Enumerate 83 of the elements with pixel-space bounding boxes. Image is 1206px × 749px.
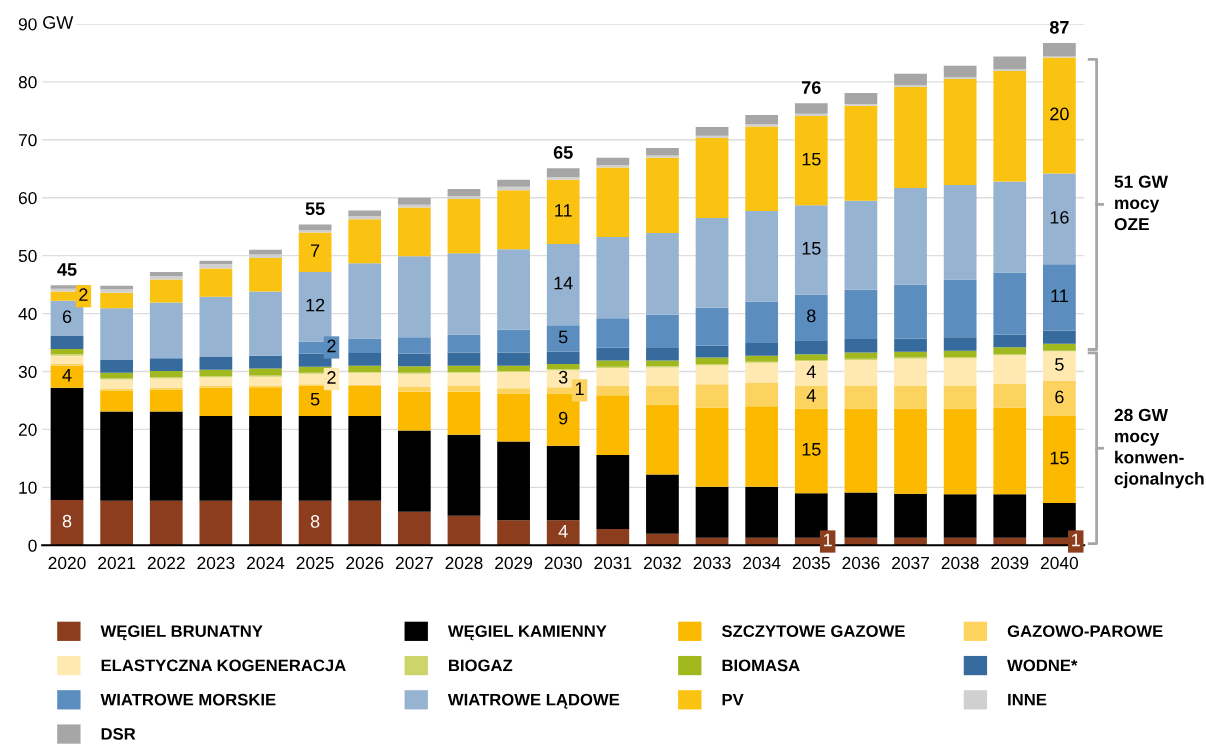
data-label: 2 (327, 339, 336, 353)
data-label: 5 (558, 330, 568, 344)
total-label: 76 (802, 81, 821, 94)
data-label: 7 (311, 244, 320, 257)
y-tick-label: 30 (18, 365, 37, 378)
data-label: 20 (1050, 107, 1069, 121)
data-label: 1 (1072, 533, 1080, 547)
data-label: 8 (310, 515, 320, 528)
data-label: 1 (824, 533, 832, 547)
legend-label: WIATROWE LĄDOWE (447, 693, 620, 709)
x-tick-label: 2033 (693, 556, 731, 570)
data-label: 14 (554, 276, 573, 290)
data-label: 6 (62, 310, 72, 324)
data-label: 5 (310, 393, 320, 406)
legend-label: WODNE* (1007, 659, 1078, 672)
data-label: 4 (806, 389, 816, 402)
x-tick-label: 2035 (792, 556, 830, 570)
x-tick-label: 2023 (197, 556, 235, 570)
x-tick-label: 2028 (445, 556, 483, 570)
legend-label: PV (722, 693, 744, 706)
y-tick-label: 20 (18, 423, 37, 436)
data-label: 4 (806, 365, 816, 378)
x-tick-label: 2026 (346, 556, 384, 570)
data-label: 2 (79, 288, 88, 301)
x-tick-label: 2020 (48, 556, 86, 570)
x-tick-label: 2038 (941, 556, 979, 570)
data-label: 4 (62, 368, 72, 382)
legend-label: DSR (101, 727, 136, 740)
y-tick-label: 80 (18, 76, 37, 89)
data-label: 6 (1055, 390, 1064, 404)
legend-label: WIATROWE MORSKIE (100, 693, 276, 706)
data-label: 11 (555, 204, 572, 217)
data-label: 4 (558, 525, 568, 538)
legend-label: BIOGAZ (449, 659, 513, 672)
total-label: 45 (57, 263, 77, 276)
data-label: 1 (575, 382, 584, 395)
text: 51 GW mocy OZE (1114, 175, 1168, 231)
legend-label: WĘGIEL BRUNATNY (100, 625, 263, 641)
data-label: 3 (558, 370, 568, 384)
legend-label: GAZOWO-PAROWE (1007, 625, 1163, 638)
y-tick-label: 50 (18, 249, 37, 263)
x-tick-label: 2037 (892, 556, 929, 570)
total-label: 65 (553, 146, 573, 159)
legend-label: ELASTYCZNA KOGENERACJA (101, 659, 346, 672)
y-axis-title: GW (43, 16, 74, 29)
data-label: 15 (802, 152, 821, 166)
data-label: 9 (559, 411, 568, 425)
x-tick-label: 2036 (842, 556, 880, 570)
data-label: 8 (807, 309, 816, 323)
x-tick-label: 2039 (991, 556, 1029, 570)
y-tick-label: 90 (18, 18, 37, 31)
data-label: 15 (1050, 451, 1069, 465)
x-tick-label: 2025 (296, 556, 334, 570)
x-tick-label: 2021 (98, 556, 136, 570)
data-label: 5 (1055, 358, 1064, 371)
y-tick-label: 10 (19, 481, 37, 494)
x-tick-label: 2032 (644, 556, 681, 570)
legend-label: INNE (1008, 693, 1047, 706)
x-tick-label: 2027 (395, 556, 433, 570)
y-tick-label: 70 (18, 133, 37, 147)
data-label: 15 (802, 242, 821, 255)
y-tick-label: 60 (18, 191, 37, 205)
legend-label: WĘGIEL KAMIENNY (447, 625, 607, 641)
y-tick-label: 40 (18, 307, 37, 321)
data-label: 2 (327, 371, 336, 384)
x-tick-label: 2034 (743, 556, 781, 570)
legend-label: SZCZYTOWE GAZOWE (721, 625, 905, 638)
legend-label: BIOMASA (722, 659, 800, 672)
x-tick-label: 2029 (495, 556, 533, 570)
x-tick-label: 2031 (594, 556, 632, 570)
data-label: 11 (1051, 289, 1068, 303)
total-label: 87 (1049, 20, 1069, 34)
x-tick-label: 2024 (247, 556, 285, 570)
total-label: 55 (305, 202, 325, 216)
data-label: 16 (1050, 210, 1069, 224)
x-tick-label: 2022 (147, 556, 185, 570)
y-tick-label: 0 (28, 539, 37, 552)
x-tick-label: 2040 (1040, 556, 1079, 570)
text: 28 GW mocy konwen- cjonalnych (1114, 408, 1204, 489)
data-label: 15 (802, 443, 821, 456)
data-label: 8 (62, 514, 72, 528)
data-label: 12 (306, 298, 325, 312)
x-tick-label: 2030 (544, 556, 582, 570)
